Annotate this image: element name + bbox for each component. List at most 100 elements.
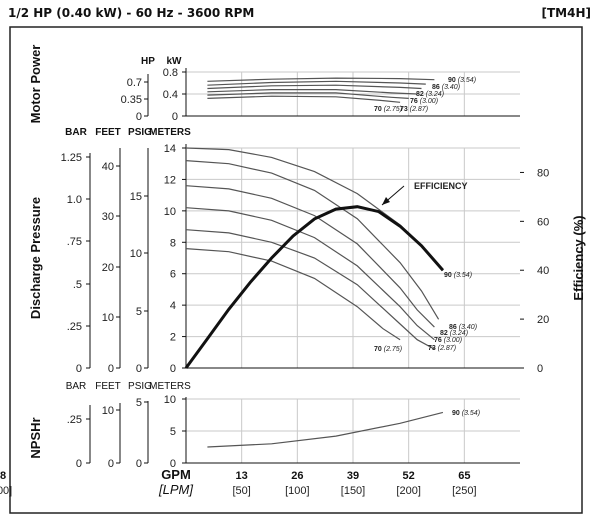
- head-curve-73: [185, 229, 435, 350]
- chart-frame: [9, 26, 583, 514]
- motor-power-title: Motor Power: [28, 45, 43, 124]
- motor-power-curve-label-73: 73 (2.87): [400, 106, 428, 113]
- impeller-size: 90: [448, 77, 458, 84]
- motor-power-curve-label-76: 76 (3.00): [410, 98, 438, 105]
- head-curve-label-73: 73 (2.87): [428, 345, 456, 352]
- npshr-psig-tick-label: 0: [136, 458, 142, 470]
- discharge-bar-tick-label: 1.25: [61, 152, 82, 164]
- head-curve-label-76: 76 (3.00): [434, 337, 462, 344]
- discharge-unit-feet: FEET: [95, 127, 121, 138]
- motor-power-curve-90: [207, 77, 435, 82]
- impeller-size-inches: (3.24): [426, 91, 444, 98]
- npshr-feet-tick-label: 0: [108, 458, 114, 470]
- discharge-unit-psig: PSIG: [128, 127, 152, 138]
- efficiency-tick-label: 20: [537, 314, 549, 326]
- discharge-meters-tick-label: 6: [170, 269, 176, 281]
- motor-power-curve-82: [207, 84, 422, 90]
- npshr-bar-tick-label: 0: [76, 458, 82, 470]
- npshr-feet-tick-label: 10: [102, 405, 114, 417]
- motor-power-kw-tick-label: 0.8: [163, 67, 178, 79]
- discharge-unit-bar: BAR: [65, 127, 87, 138]
- discharge-meters-tick-label: 0: [170, 363, 176, 375]
- impeller-size-inches: (3.54): [458, 77, 476, 84]
- impeller-size-inches: (2.87): [410, 106, 428, 113]
- head-curve-label-82: 82 (3.24): [440, 330, 468, 337]
- npshr-meters-tick-label: 10: [164, 394, 176, 406]
- axes-layer: [86, 68, 524, 464]
- discharge-meters-tick-label: 10: [164, 206, 176, 218]
- chart-title: 1/2 HP (0.40 kW) - 60 Hz - 3600 RPM: [8, 6, 255, 20]
- efficiency-tick-label: 0: [537, 363, 543, 375]
- motor-power-curve-76: [207, 89, 418, 95]
- motor-power-kw-unit: kW: [167, 56, 183, 67]
- head-curve-label-70: 70 (2.75): [374, 346, 402, 353]
- impeller-size: 90: [444, 272, 454, 279]
- discharge-feet-tick-label: 30: [102, 211, 114, 223]
- npshr-unit-feet: FEET: [95, 381, 121, 392]
- impeller-size-inches: (2.75): [384, 346, 402, 353]
- impeller-size: 73: [428, 345, 438, 352]
- x-tick-lpm: [300]: [0, 485, 12, 497]
- head-curve-label-86: 86 (3.40): [449, 324, 477, 331]
- motor-power-curve-70: [207, 95, 401, 103]
- x-tick-gpm: 39: [347, 470, 359, 482]
- efficiency-tick-label: 60: [537, 216, 549, 228]
- x-tick-gpm: 65: [458, 470, 470, 482]
- efficiency-tick-label: 40: [537, 265, 549, 277]
- impeller-size-inches: (3.54): [454, 272, 472, 279]
- discharge-psig-tick-label: 0: [136, 363, 142, 375]
- impeller-size: 76: [434, 337, 444, 344]
- discharge-psig-tick-label: 5: [136, 306, 142, 318]
- impeller-size-inches: (3.00): [444, 337, 462, 344]
- npshr-meters-tick-label: 0: [170, 458, 176, 470]
- motor-power-hp-tick-label: 0: [136, 111, 142, 123]
- impeller-size: 82: [440, 330, 450, 337]
- motor-power-hp-tick-label: 0.35: [121, 94, 142, 106]
- curves-layer: [184, 77, 445, 448]
- x-tick-gpm: 52: [403, 470, 415, 482]
- npshr-psig-tick-label: 5: [136, 397, 142, 409]
- impeller-size-inches: (2.87): [438, 345, 456, 352]
- discharge-unit-meters: METERS: [149, 127, 191, 138]
- motor-power-curve-label-86: 86 (3.40): [432, 84, 460, 91]
- motor-power-curve-label-90: 90 (3.54): [448, 77, 476, 84]
- discharge-bar-tick-label: 1.0: [67, 194, 82, 206]
- x-tick-lpm: [100]: [285, 485, 309, 497]
- impeller-size-inches: (3.40): [459, 324, 477, 331]
- head-curve-label-90: 90 (3.54): [444, 272, 472, 279]
- discharge-bar-tick-label: .25: [67, 321, 82, 333]
- discharge-bar-tick-label: .5: [73, 279, 82, 291]
- head-curve-76: [185, 207, 435, 341]
- x-tick-lpm: [50]: [232, 485, 250, 497]
- impeller-size: 70: [374, 346, 384, 353]
- impeller-size: 90: [452, 410, 462, 417]
- model-code: [TM4H]: [541, 6, 592, 20]
- npshr-curve: [207, 411, 444, 448]
- motor-power-hp-tick-label: 0.7: [127, 77, 142, 89]
- impeller-size-inches: (2.75): [384, 106, 402, 113]
- discharge-feet-tick-label: 20: [102, 262, 114, 274]
- discharge-bar-tick-label: 0: [76, 363, 82, 375]
- discharge-meters-tick-label: 14: [164, 143, 176, 155]
- discharge-bar-tick-label: .75: [67, 236, 82, 248]
- x-tick-lpm: [200]: [396, 485, 420, 497]
- discharge-meters-tick-label: 12: [164, 174, 176, 186]
- x-axis-label-gpm: GPM: [161, 467, 191, 482]
- efficiency-curve: [184, 205, 445, 369]
- impeller-size: 82: [416, 91, 426, 98]
- npshr-unit-bar: BAR: [66, 381, 87, 392]
- efficiency-pointer-head: [382, 197, 390, 205]
- npshr-unit-psig: PSIG: [128, 381, 152, 392]
- discharge-meters-tick-label: 8: [170, 237, 176, 249]
- efficiency-tick-label: 80: [537, 167, 549, 179]
- discharge-feet-tick-label: 0: [108, 363, 114, 375]
- npshr-curve-label: 90 (3.54): [452, 410, 480, 417]
- grid-layer: [186, 71, 520, 464]
- impeller-size: 76: [410, 98, 420, 105]
- head-curve-82: [185, 185, 435, 328]
- npshr-meters-tick-label: 5: [170, 426, 176, 438]
- motor-power-kw-tick-label: 0: [172, 111, 178, 123]
- x-tick-gpm: 88: [0, 470, 6, 482]
